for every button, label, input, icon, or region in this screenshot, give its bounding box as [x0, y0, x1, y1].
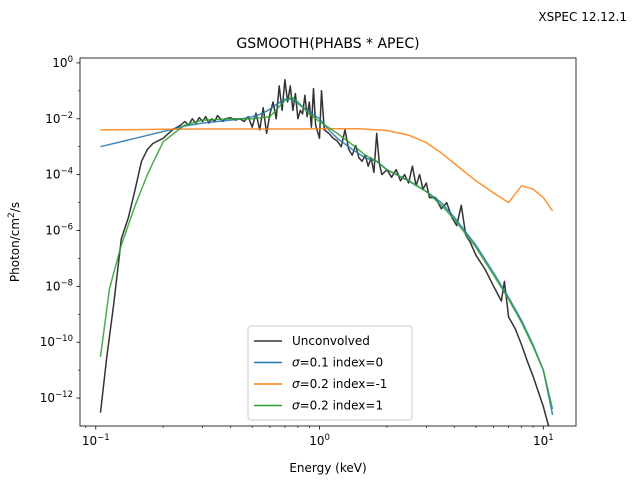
- y-tick-label: 10−4: [45, 167, 73, 182]
- y-tick-label: 10−6: [45, 222, 73, 237]
- series-line-3: [100, 127, 554, 212]
- y-tick-label: 10−12: [40, 390, 73, 405]
- chart-title: GSMOOTH(PHABS * APEC): [236, 36, 419, 52]
- y-tick-label: 10−2: [45, 111, 73, 126]
- series-layer: [99, 78, 554, 426]
- corner-label: XSPEC 12.12.1: [538, 10, 627, 24]
- series-line-4: [99, 96, 554, 410]
- legend-label-4: σ=0.2 index=1: [292, 399, 383, 413]
- plot-border: [79, 57, 577, 427]
- legend-label-3: σ=0.2 index=-1: [292, 377, 387, 391]
- y-axis-label: Photon/cm2/s: [7, 202, 22, 282]
- legend-label-1: Unconvolved: [292, 334, 370, 348]
- y-axis-label-tail: /s: [8, 202, 22, 212]
- y-tick-label: 10−10: [40, 334, 73, 349]
- y-axis-label-main: Photon/cm: [8, 218, 22, 282]
- x-tick-label: 10−1: [82, 433, 110, 448]
- legend-label-2: σ=0.1 index=0: [292, 356, 383, 370]
- legend-box: [247, 325, 413, 421]
- y-axis: 100 10−2 10−4 10−6 10−8 10−10 10−12: [40, 55, 80, 405]
- y-tick-label: 10−8: [45, 278, 73, 293]
- x-tick-label: 101: [533, 433, 554, 448]
- legend: Unconvolved σ=0.1 index=0 σ=0.2 index=-1 σ=…: [247, 325, 413, 421]
- y-tick-label: 100: [52, 55, 73, 70]
- x-axis-label: Energy (keV): [289, 461, 366, 475]
- x-axis: 10−1 100 101: [82, 426, 554, 448]
- y-axis-label-sup: 2: [7, 212, 17, 218]
- x-tick-label: 100: [309, 433, 330, 448]
